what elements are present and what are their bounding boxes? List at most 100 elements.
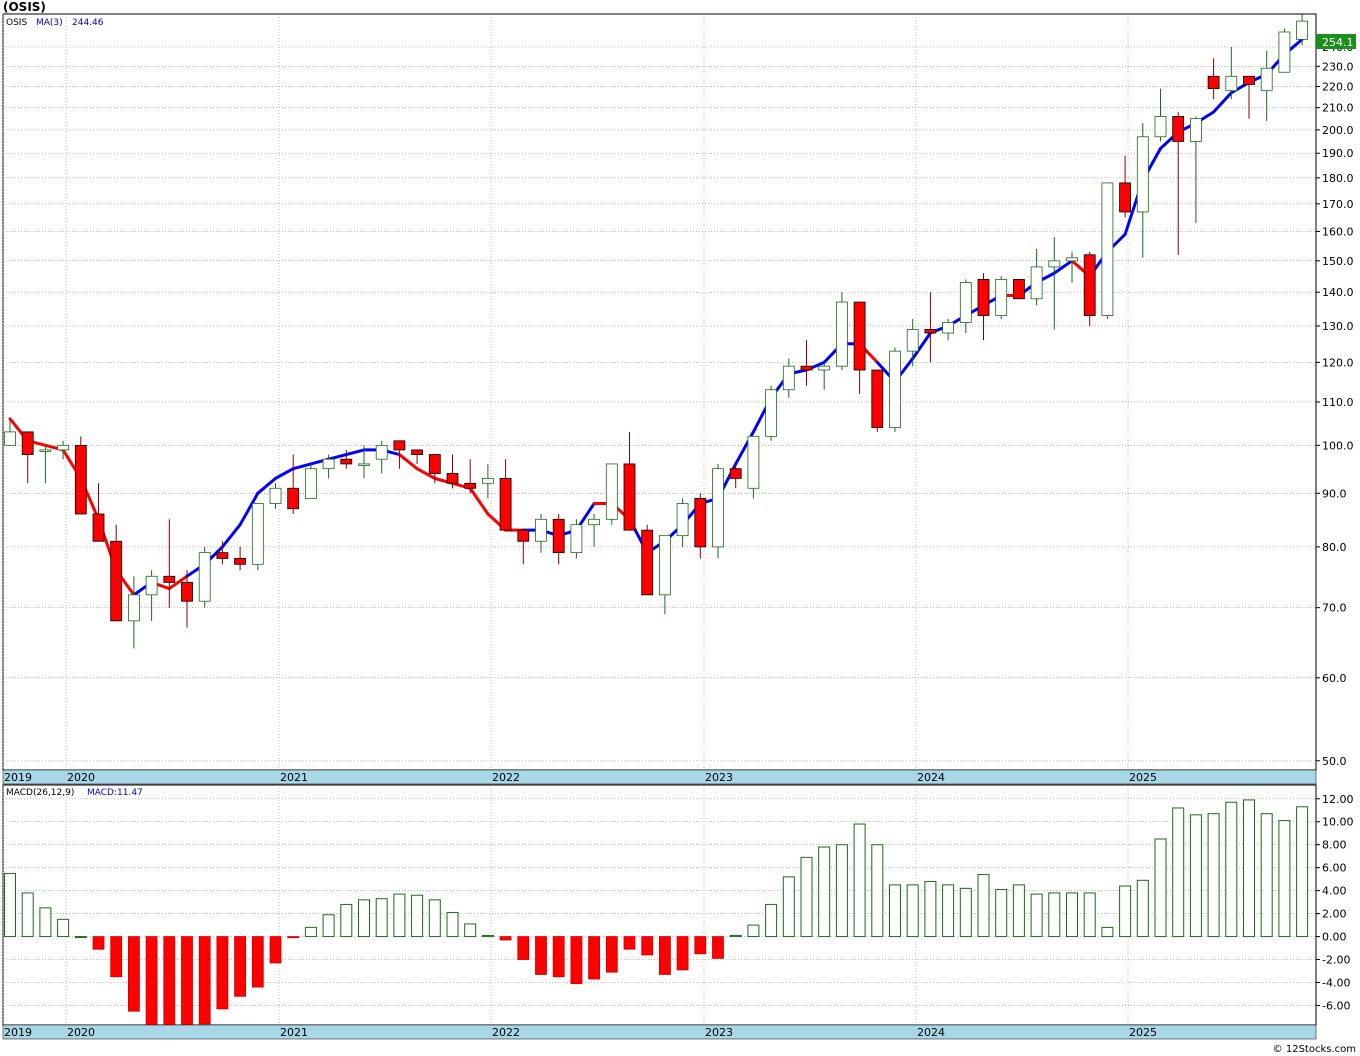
candle xyxy=(1048,237,1061,330)
macd-bar xyxy=(995,888,1008,938)
macd-y-tick-label: 6.00 xyxy=(1322,862,1347,875)
candle xyxy=(1243,75,1255,119)
candle xyxy=(1172,112,1185,255)
macd-bar xyxy=(694,936,707,955)
macd-bar xyxy=(977,874,990,938)
candle-body xyxy=(1136,136,1149,213)
candle xyxy=(641,524,654,596)
macd-bar xyxy=(251,936,264,988)
candle xyxy=(92,483,105,542)
candle-body xyxy=(216,552,229,559)
macd-bar xyxy=(959,887,972,938)
candle-body xyxy=(605,463,618,520)
candle-body xyxy=(942,322,954,334)
candle-body xyxy=(853,301,866,371)
candle-body xyxy=(1083,254,1096,316)
candle-body xyxy=(21,431,34,455)
macd-bar xyxy=(304,926,317,938)
macd-bar xyxy=(623,936,636,950)
candle-body xyxy=(74,444,87,515)
macd-bar xyxy=(835,844,848,938)
macd-bar xyxy=(747,924,760,938)
price-x-tick-label: 2025 xyxy=(1129,771,1157,784)
macd-x-axis: 2019 2020 2021 2022 2023 2024 2025 xyxy=(4,1026,1157,1039)
candle-body xyxy=(411,449,424,455)
price-y-tick-label: 170.0 xyxy=(1322,198,1354,211)
candle-body xyxy=(1225,75,1238,92)
macd-bar xyxy=(1296,806,1309,938)
candle xyxy=(977,273,990,341)
macd-x-tick-label: 2019 xyxy=(4,1026,32,1039)
macd-bar xyxy=(499,936,512,941)
chart-symbol-header: (OSIS) xyxy=(3,0,46,14)
candle xyxy=(428,454,441,484)
candle-body xyxy=(393,440,406,451)
candle xyxy=(995,276,1008,319)
price-y-tick-label: 60.0 xyxy=(1322,672,1347,685)
candle-body xyxy=(1101,182,1114,316)
macd-bar xyxy=(906,884,919,938)
candle-body xyxy=(1030,266,1043,300)
candle xyxy=(181,570,193,628)
price-y-tick-label: 150.0 xyxy=(1322,255,1354,268)
candle-body xyxy=(1190,118,1202,142)
macd-panel: 12.00 10.00 8.00 6.00 4.00 2.00 0.00 -2.00 -4.00… xyxy=(2,784,1354,1027)
last-price-box xyxy=(1316,34,1356,49)
macd-bar xyxy=(464,923,477,938)
candle-body xyxy=(110,540,123,622)
macd-bar xyxy=(942,884,955,938)
ma-segment xyxy=(238,491,260,527)
macd-bar xyxy=(110,936,123,978)
candle-body xyxy=(694,497,707,548)
macd-y-tick-label: -4.00 xyxy=(1322,977,1350,990)
ma-segment xyxy=(415,467,437,480)
macd-bar xyxy=(765,903,778,938)
candle-body xyxy=(906,329,919,352)
candle xyxy=(163,519,176,608)
price-x-tick-label: 2022 xyxy=(492,771,520,784)
price-x-tick-label: 2020 xyxy=(67,771,95,784)
macd-bar xyxy=(127,936,140,1012)
candle-body xyxy=(1243,75,1255,85)
ma-segment xyxy=(1052,259,1074,275)
footer-credit: © 12Stocks.com xyxy=(1273,1044,1356,1055)
macd-bar xyxy=(1119,885,1132,938)
candle xyxy=(712,463,724,559)
price-y-tick-label: 100.0 xyxy=(1322,439,1354,452)
candle-body xyxy=(1278,31,1291,73)
ma-segment xyxy=(256,476,277,495)
price-x-tick-label: 2024 xyxy=(917,771,945,784)
ma-segment xyxy=(327,453,348,461)
candle-body xyxy=(340,458,353,465)
price-legend-ma-value: 244.46 xyxy=(72,18,104,28)
candle xyxy=(322,454,335,479)
candle-body xyxy=(924,329,937,334)
candle xyxy=(1030,248,1043,306)
candle-body xyxy=(4,431,16,446)
candle-body xyxy=(481,477,494,484)
macd-bar xyxy=(676,936,689,971)
candle-body xyxy=(959,282,972,323)
candle xyxy=(1278,28,1291,73)
candle xyxy=(694,493,707,559)
price-y-tick-label: 160.0 xyxy=(1322,225,1354,238)
candle xyxy=(499,459,512,531)
price-y-tick-label: 110.0 xyxy=(1322,396,1354,409)
candle xyxy=(535,513,547,553)
candle xyxy=(517,529,530,565)
candle xyxy=(57,440,69,460)
candle xyxy=(110,524,123,622)
candle xyxy=(659,535,671,615)
candle xyxy=(1190,116,1202,223)
candle xyxy=(623,431,636,531)
candle-body xyxy=(623,463,636,531)
macd-bar xyxy=(1066,892,1078,938)
candle-body xyxy=(818,365,831,371)
candle-body xyxy=(322,458,335,470)
macd-x-tick-label: 2024 xyxy=(917,1026,945,1039)
macd-bar xyxy=(1101,926,1114,938)
candle xyxy=(39,445,52,484)
candle-body xyxy=(570,524,583,554)
price-y-tick-label: 140.0 xyxy=(1322,286,1354,299)
candle-body xyxy=(446,473,459,484)
